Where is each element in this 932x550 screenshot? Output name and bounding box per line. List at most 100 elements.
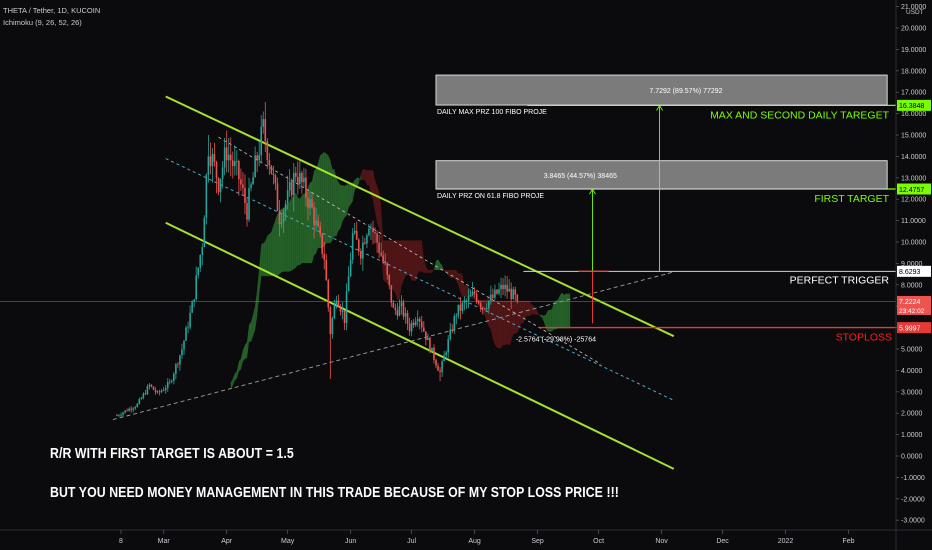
cloud-segment	[362, 169, 365, 181]
cloud-segment	[466, 285, 469, 298]
cloud-segment	[289, 197, 292, 272]
cloud-segment	[464, 285, 467, 298]
cloud-segment	[515, 300, 518, 334]
candle-body	[124, 410, 126, 413]
cloud-segment	[415, 240, 418, 282]
cloud-segment	[338, 181, 341, 231]
candle-body	[234, 161, 236, 167]
candle-body	[374, 232, 376, 234]
cloud-segment	[360, 169, 363, 181]
candle-body	[469, 295, 472, 297]
x-tick-label: 8	[119, 538, 123, 545]
cloud-segment	[267, 233, 270, 277]
candle-body	[156, 391, 159, 393]
cloud-segment	[391, 240, 394, 291]
candle-body	[353, 230, 356, 234]
cloud-segment	[279, 208, 282, 274]
cloud-segment	[291, 196, 294, 271]
ichimoku-cloud	[230, 152, 571, 390]
candle-body	[195, 275, 197, 300]
candle-body	[347, 276, 350, 292]
candle-body	[158, 391, 161, 393]
target-arrow-head	[656, 104, 663, 111]
candle-body	[449, 329, 452, 340]
candle-body	[390, 285, 393, 303]
cloud-segment	[350, 183, 353, 205]
candle-body	[175, 364, 177, 374]
candle-body	[288, 181, 291, 191]
candles	[116, 101, 519, 418]
cloud-segment	[328, 155, 331, 244]
candle-body	[118, 415, 120, 417]
candle-body	[136, 403, 139, 408]
cloud-segment	[468, 286, 471, 298]
candle-body	[410, 322, 413, 332]
candle-body	[368, 228, 370, 236]
x-tick-label: 2022	[778, 538, 794, 545]
candle-body	[242, 184, 244, 189]
x-tick-label: Oct	[593, 538, 604, 545]
cloud-segment	[462, 273, 465, 298]
candle-body	[459, 304, 462, 311]
cloud-segment	[320, 153, 323, 248]
candle-body	[120, 414, 122, 416]
prz-zone-measure-text: 7.7292 (89.57%) 77292	[649, 88, 722, 95]
cloud-segment	[295, 192, 298, 268]
cloud-segment	[346, 184, 349, 216]
cloud-segment	[421, 240, 424, 274]
candle-body	[278, 210, 281, 225]
candle-body	[130, 408, 132, 410]
candle-body	[433, 347, 435, 360]
measure-down-text: -2.5764 (-29.98%) -25764	[516, 337, 596, 344]
y-tick-label: 0.0000	[901, 454, 923, 461]
target-arrow-head	[589, 188, 596, 195]
x-tick-label: Feb	[843, 538, 855, 545]
candle-body	[183, 340, 185, 350]
money-management-note: BUT YOU NEED MONEY MANAGEMENT IN THIS TR…	[50, 484, 619, 501]
candle-body	[258, 155, 260, 161]
candle-body	[502, 284, 504, 290]
cloud-segment	[322, 152, 325, 248]
candle-body	[441, 361, 443, 373]
candle-body	[333, 304, 336, 319]
candle-body	[223, 147, 226, 168]
candle-body	[406, 313, 409, 324]
cloud-segment	[562, 292, 565, 329]
cloud-segment	[559, 292, 562, 329]
rising-support-trendline	[112, 271, 674, 421]
candle-body	[331, 318, 334, 334]
cloud-segment	[523, 300, 526, 324]
cloud-segment	[242, 344, 245, 362]
candle-body	[248, 188, 250, 220]
candle-body	[217, 178, 220, 193]
indicator-title: Ichimoku (9, 26, 52, 26)	[3, 18, 82, 27]
candle-body	[160, 390, 163, 393]
candle-body	[345, 291, 348, 324]
candle-body	[317, 220, 319, 227]
candle-body	[386, 263, 389, 275]
cloud-segment	[287, 201, 290, 272]
cloud-segment	[436, 259, 439, 271]
candle-body	[185, 327, 187, 341]
candle-body	[148, 384, 151, 387]
cloud-segment	[326, 153, 329, 244]
cloud-segment	[494, 300, 497, 348]
candle-body	[447, 339, 449, 353]
candle-body	[164, 388, 167, 391]
x-tick-label: Mar	[158, 538, 171, 545]
candle-body	[357, 239, 360, 252]
y-tick-label: 15.0000	[901, 133, 926, 140]
cloud-segment	[429, 270, 432, 273]
candle-body	[412, 322, 415, 325]
cloud-segment	[299, 195, 302, 265]
candle-body	[197, 267, 200, 276]
cloud-segment	[543, 314, 546, 328]
candle-body	[453, 316, 456, 331]
candle-body	[483, 308, 486, 310]
cloud-segment	[336, 178, 339, 237]
candle-body	[329, 307, 332, 334]
cloud-segment	[535, 308, 538, 315]
candle-body	[126, 410, 128, 412]
